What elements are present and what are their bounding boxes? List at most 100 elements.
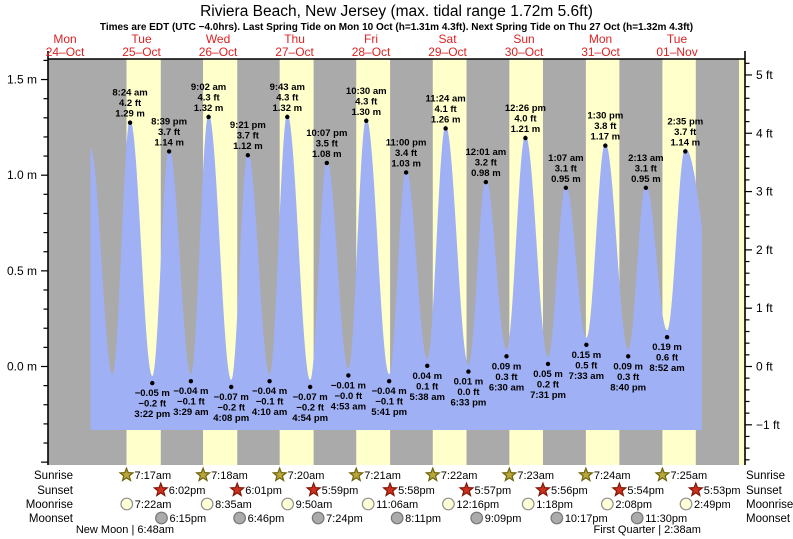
low-tide-ft: −0.1 ft — [256, 397, 285, 408]
low-tide-dot — [346, 373, 351, 378]
sunrise-time: 7:24am — [594, 470, 631, 482]
day-label: Fri — [364, 32, 378, 46]
sunset-icon — [229, 481, 246, 497]
sunset-icon — [305, 481, 322, 497]
low-tide-m: −0.07 m — [214, 392, 249, 403]
low-tide-dot — [229, 384, 234, 390]
high-tide-ft: 3.2 ft — [475, 158, 498, 169]
sunset-time: 5:56pm — [551, 485, 588, 497]
right-axis-label: 5 ft — [756, 68, 773, 82]
day-label: Tue — [131, 32, 152, 46]
sunset-icon — [687, 481, 704, 497]
sunset-icon — [534, 481, 552, 497]
low-tide-m: 0.15 m — [572, 350, 602, 361]
low-tide-m: 0.05 m — [533, 369, 563, 380]
low-tide-ft: 0.3 ft — [617, 372, 640, 383]
high-tide-dot — [166, 149, 172, 154]
sunrise-time: 7:23am — [517, 470, 554, 482]
high-tide-ft: 3.7 ft — [158, 127, 181, 138]
sunrise-icon — [118, 466, 135, 482]
high-tide-dot — [127, 120, 133, 125]
tide-curve-area — [90, 113, 702, 430]
low-tide-time: 7:33 am — [569, 371, 604, 382]
sunrise-time: 7:25am — [670, 470, 707, 482]
sunset-time: 5:59pm — [322, 485, 359, 497]
low-tide-dot — [150, 380, 155, 386]
low-tide-dot — [466, 369, 471, 374]
sunrise-time: 7:18am — [211, 470, 248, 482]
moonrise-icon — [200, 497, 214, 511]
row-label-moonset: Moonset — [746, 513, 791, 525]
low-tide-dot — [504, 354, 509, 359]
high-tide-m: 1.14 m — [154, 137, 184, 148]
low-tide-m: −0.04 m — [173, 386, 208, 397]
date-label: 31–Oct — [581, 45, 620, 59]
high-tide-ft: 4.1 ft — [435, 104, 458, 115]
high-tide-m: 0.95 m — [631, 174, 661, 185]
moonset-icon — [470, 511, 484, 525]
high-tide-ft: 3.7 ft — [237, 131, 260, 142]
moonset-icon — [233, 511, 247, 525]
low-tide-time: 4:53 am — [331, 401, 366, 412]
day-label: Mon — [589, 32, 612, 46]
high-tide-dot — [206, 114, 211, 120]
sunset-time: 5:54pm — [627, 485, 664, 497]
low-tide-time: 6:33 pm — [450, 398, 486, 409]
high-tide-time: 2:13 am — [628, 153, 663, 164]
moonrise-time: 11:06am — [376, 499, 418, 511]
low-tide-dot — [267, 378, 272, 384]
low-tide-time: 8:52 am — [649, 363, 684, 374]
moonset-time: 8:11pm — [405, 513, 441, 525]
high-tide-dot — [643, 185, 649, 190]
low-tide-ft: 0.2 ft — [537, 379, 560, 390]
high-tide-time: 10:07 pm — [306, 128, 347, 139]
moon-phase-label: First Quarter | 2:38am — [593, 524, 700, 536]
page-title: Riviera Beach, New Jersey (max. tidal ra… — [200, 3, 593, 20]
low-tide-ft: 0.3 ft — [495, 372, 518, 383]
low-tide-m: −0.04 m — [252, 386, 287, 397]
high-tide-m: 1.32 m — [272, 103, 302, 114]
daylight-band — [738, 59, 745, 465]
high-tide-m: 1.12 m — [233, 141, 263, 152]
sunrise-icon — [654, 466, 671, 482]
moonset-time: 6:46pm — [248, 513, 285, 525]
high-tide-ft: 3.5 ft — [316, 138, 339, 149]
moonset-icon — [550, 511, 564, 525]
date-label: 24–Oct — [46, 45, 85, 59]
high-tide-m: 1.30 m — [351, 107, 381, 118]
low-tide-m: 0.09 m — [492, 361, 522, 372]
low-tide-time: 4:10 am — [252, 407, 287, 418]
low-tide-dot — [664, 334, 670, 340]
low-tide-ft: 0.1 ft — [416, 381, 439, 392]
high-tide-dot — [245, 153, 251, 158]
low-tide-time: 3:29 am — [173, 407, 208, 418]
moonrise-icon — [120, 497, 134, 511]
sunset-time: 6:02pm — [169, 485, 206, 497]
day-label: Mon — [53, 32, 76, 46]
low-tide-time: 5:41 pm — [371, 407, 407, 418]
low-tide-time: 8:40 pm — [610, 382, 646, 393]
low-tide-dot — [425, 363, 430, 369]
low-tide-ft: −0.2 ft — [296, 402, 325, 413]
moonset-time: 6:15pm — [169, 513, 206, 525]
moonrise-time: 2:08pm — [615, 499, 652, 511]
sunset-time: 5:58pm — [398, 485, 435, 497]
high-tide-dot — [403, 170, 409, 175]
high-tide-m: 1.08 m — [312, 149, 342, 160]
day-label: Wed — [206, 32, 230, 46]
high-tide-ft: 4.3 ft — [197, 92, 220, 103]
high-tide-ft: 3.1 ft — [635, 163, 658, 174]
left-axis-label: 0.5 m — [7, 264, 37, 278]
sunrise-icon — [577, 466, 594, 482]
date-label: 30–Oct — [505, 45, 544, 59]
high-tide-time: 1:30 pm — [587, 111, 623, 122]
low-tide-time: 4:54 pm — [292, 413, 328, 424]
high-tide-dot — [324, 160, 330, 166]
high-tide-dot — [563, 185, 569, 190]
sunrise-icon — [195, 466, 212, 482]
moonset-time: 11:30pm — [645, 513, 687, 525]
high-tide-dot — [523, 135, 528, 141]
moonrise-time: 7:22am — [135, 499, 172, 511]
